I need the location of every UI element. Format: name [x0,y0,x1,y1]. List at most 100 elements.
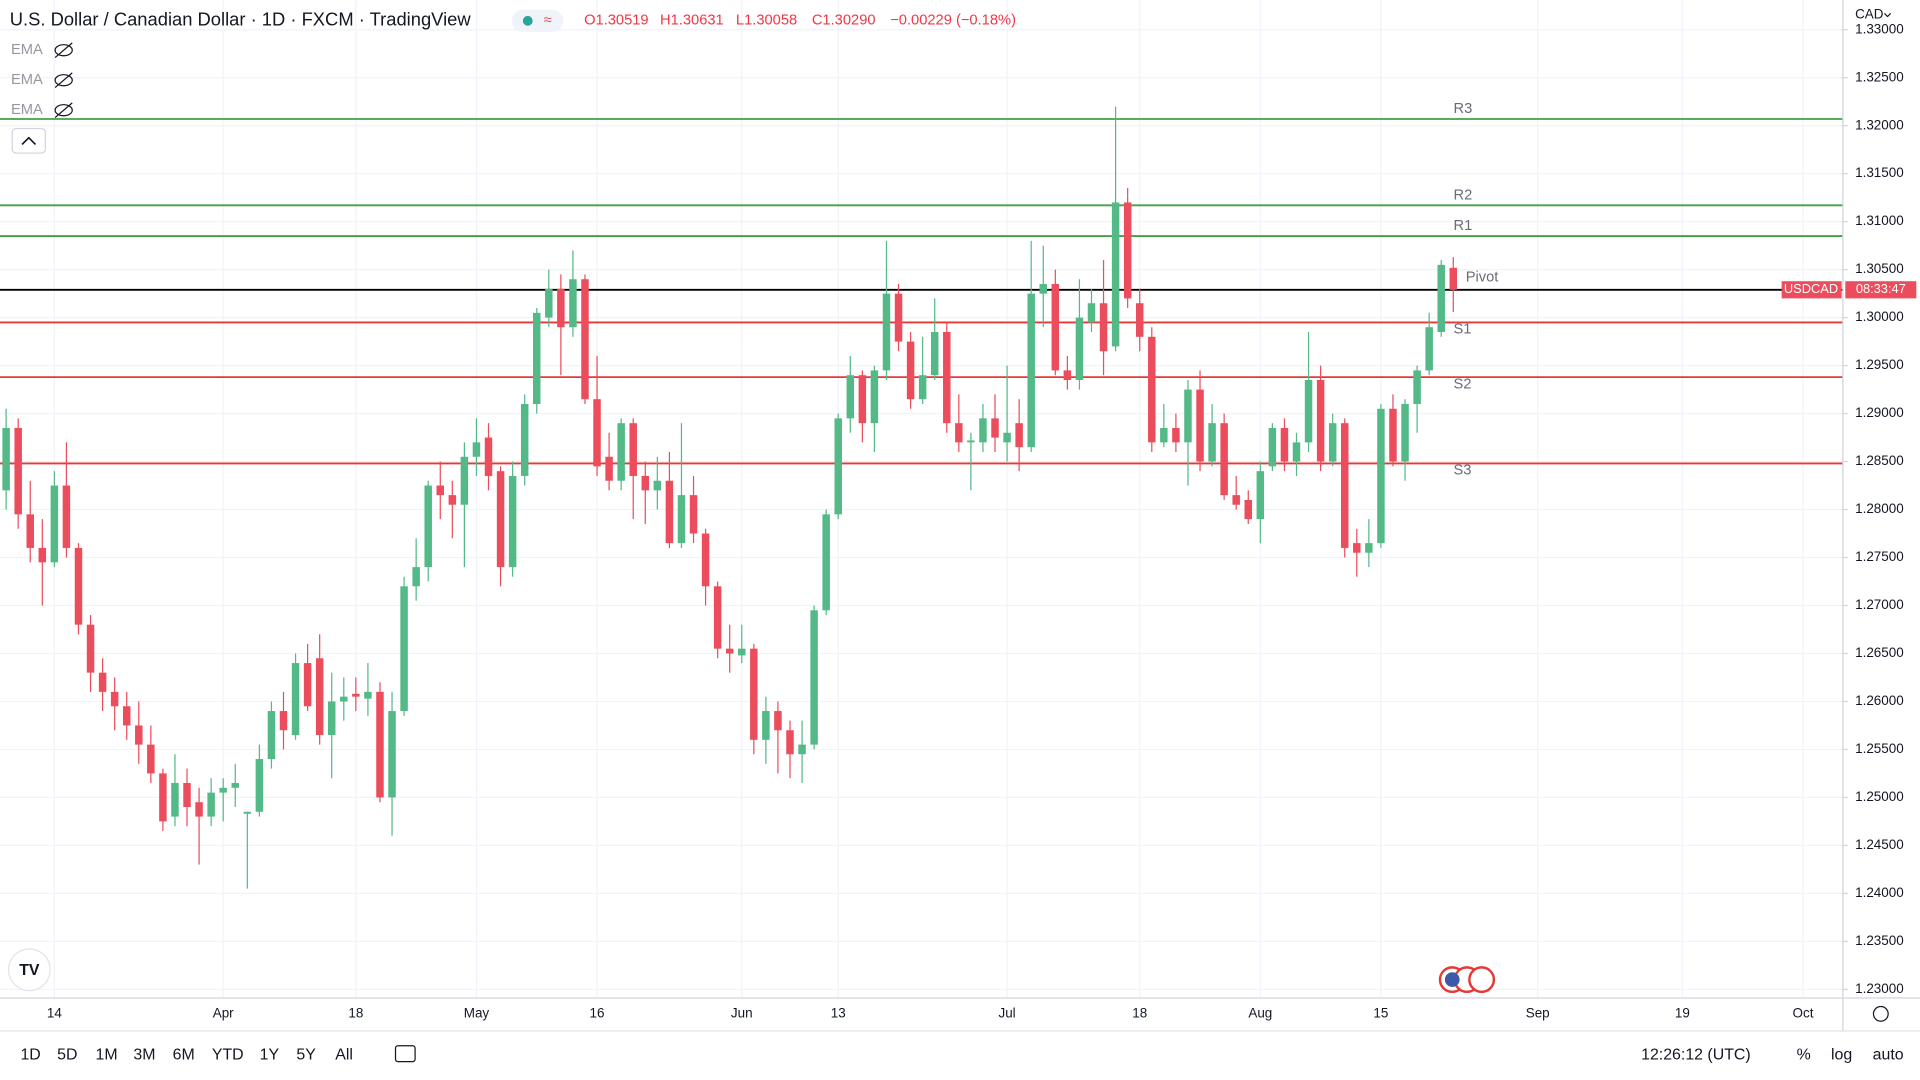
candle-body [279,711,288,731]
date-range-icon[interactable] [394,1045,416,1063]
candle-body [1413,370,1421,404]
candle-body [1449,267,1458,290]
logo-mark: TV [19,962,40,979]
x-tick-label: Aug [1248,1005,1272,1020]
y-tick-label: 1.31000 [1855,213,1904,228]
collapse-button[interactable] [11,127,46,154]
candle-body [689,495,698,534]
y-tick-label: 1.31500 [1855,165,1904,180]
status-dot [522,15,533,26]
x-tick-label: 18 [348,1005,363,1020]
candle-body [86,624,95,673]
candle-body [545,288,553,318]
bottom-toolbar: 1D 5D 1M 3M 6M YTD 1Y 5Y All 12:26:12 (UTC)% log au… [20,1047,1903,1064]
level-label: Pivot [1466,269,1499,285]
range-button[interactable]: 5Y [296,1047,316,1064]
candle-body [894,293,903,342]
candle-body [496,471,505,568]
candle-body [1160,427,1168,443]
status-icon: ≈ [544,13,552,29]
candle-body [1437,264,1445,333]
candle-body [846,375,855,419]
scale-option[interactable]: % [1797,1047,1811,1064]
scale-option[interactable]: log [1831,1047,1852,1064]
candle-body [424,485,432,568]
x-tick-label: 14 [47,1005,62,1020]
candle-body [569,279,577,328]
symbol-label-bg [1781,281,1842,299]
visibility-icon[interactable] [54,74,73,87]
candle-body [1304,379,1313,443]
grid [0,0,1843,998]
candle-body [1003,432,1011,443]
y-tick-label: 1.23000 [1855,981,1904,996]
candle-body [1425,327,1433,371]
range-button[interactable]: 1Y [260,1047,280,1064]
candle-body [1063,370,1072,380]
candle-body [665,480,674,544]
candle-body [641,475,650,491]
range-button[interactable]: All [335,1047,353,1064]
candle-body [1051,284,1060,371]
ohlc-value: L1.30058 [736,13,797,29]
candle-body [979,418,987,443]
range-button[interactable]: 5D [57,1047,77,1064]
visibility-icon[interactable] [54,44,73,57]
candle-body [1027,293,1035,448]
y-tick-label: 1.30500 [1855,261,1904,276]
candle-body [219,787,227,793]
y-tick-label: 1.27000 [1855,597,1904,612]
candle-body [557,288,565,328]
candle-body [159,773,167,822]
settings-icon[interactable] [1872,1005,1889,1022]
scale-option[interactable]: auto [1873,1047,1904,1064]
clock: 12:26:12 (UTC) [1641,1047,1751,1064]
visibility-slash [54,42,73,59]
range-button[interactable]: 3M [133,1047,155,1064]
candle-body [1111,202,1120,347]
visibility-slash [54,72,73,89]
x-tick-label: 19 [1675,1005,1690,1020]
ohlc-value: H1.30631 [660,13,724,29]
candle-body [918,375,927,400]
price-axis: 1.23000 1.23500 1.24000 1.24500 1.25000 1.255… [1781,21,1917,996]
ohlc-legend: O1.30519 H1.30631 L1.30058 C1.30290 −0.00229… [584,13,1016,29]
currency[interactable]: CAD [1855,6,1884,21]
candle-body [629,423,637,476]
candles [2,106,1458,889]
y-tick-label: 1.24500 [1855,837,1904,852]
level-label: R1 [1453,218,1472,234]
candle-body [183,783,191,808]
chart-title: U.S. Dollar / Canadian Dollar · 1D · FXC… [10,9,472,30]
candle-body [713,586,722,649]
countdown: 08:33:47 [1856,281,1906,296]
candle-body [207,792,215,817]
y-tick-label: 1.32500 [1855,69,1904,84]
range-button[interactable]: 6M [173,1047,195,1064]
candle-body [520,403,529,476]
event-flags[interactable] [1438,966,1496,994]
candle-body [930,332,939,376]
level-label: R3 [1453,101,1472,117]
level-label: S3 [1453,463,1471,479]
range-button[interactable]: YTD [212,1047,244,1064]
candle-body [1087,303,1096,323]
logo[interactable] [7,948,51,992]
indicator-list: EMA EMA EMA [11,42,73,118]
candle-body [955,423,963,443]
x-tick-label: 15 [1373,1005,1388,1020]
countdown-bg [1845,281,1917,299]
candle-body [1220,423,1228,496]
candle-body [1099,303,1108,352]
range-button[interactable]: 1M [95,1047,117,1064]
range-button[interactable]: 1D [20,1047,40,1064]
visibility-icon[interactable] [54,104,73,117]
candle-body [400,586,408,712]
candle-body [858,375,867,424]
y-tick-label: 1.29500 [1855,357,1904,372]
indicator-name: EMA [11,102,43,118]
candle-body [834,418,842,515]
y-tick-label: 1.26500 [1855,645,1904,660]
